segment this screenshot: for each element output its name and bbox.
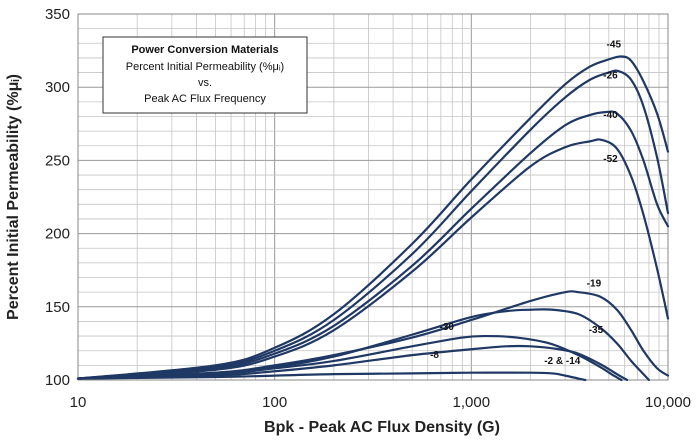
series-line	[76, 334, 623, 382]
curve-label: -19	[587, 278, 602, 289]
series-line	[76, 344, 629, 382]
y-tick-label: 250	[45, 152, 70, 169]
series-line	[76, 308, 651, 382]
legend-box-line3: Peak AC Flux Frequency	[144, 93, 266, 105]
curve-label: -2 & -14	[544, 356, 581, 367]
curve-label: -40	[603, 110, 618, 121]
x-tick-label: 10,000	[645, 394, 691, 411]
series-line	[76, 69, 670, 380]
series-lines	[76, 55, 670, 382]
y-axis-title: Percent Initial Permeability (%μᵢ)	[5, 74, 22, 320]
x-axis-title: Bpk - Peak AC Flux Density (G)	[264, 419, 500, 436]
legend-box-frame	[102, 36, 308, 114]
legend-box: Power Conversion Materials Percent Initi…	[102, 36, 308, 114]
legend-box-line2: vs.	[198, 77, 212, 89]
legend-box-line1: Percent Initial Permeability (%μᵢ)	[126, 61, 284, 73]
plot-area	[77, 13, 669, 381]
curve-label: -8	[430, 350, 439, 361]
x-tick-label: 1,000	[453, 394, 491, 411]
curve-labels: -45 -26 -40 -52 -19 -35 -30 -8 -2 & -14	[430, 40, 621, 367]
x-tick-label: 100	[262, 394, 287, 411]
y-tick-label: 100	[45, 372, 70, 389]
y-tick-label: 350	[45, 6, 70, 23]
series-line	[76, 110, 670, 380]
series-line	[76, 55, 670, 380]
curve-label: -52	[603, 154, 618, 165]
curve-label: -30	[440, 322, 455, 333]
y-axis-ticks: 100 150 200 250 300 350	[45, 6, 70, 389]
y-tick-label: 300	[45, 79, 70, 96]
series-line	[76, 371, 587, 382]
curve-label: -26	[603, 70, 618, 81]
x-tick-label: 10	[70, 394, 87, 411]
series-line	[76, 290, 670, 380]
curve-label: -35	[589, 325, 604, 336]
y-tick-label: 150	[45, 299, 70, 316]
x-axis-ticks: 10 100 1,000 10,000	[70, 394, 691, 411]
series-line	[76, 138, 670, 380]
plot-frame	[77, 13, 669, 381]
y-tick-label: 200	[45, 226, 70, 243]
curve-label: -45	[607, 40, 622, 51]
legend-box-title: Power Conversion Materials	[131, 44, 278, 56]
